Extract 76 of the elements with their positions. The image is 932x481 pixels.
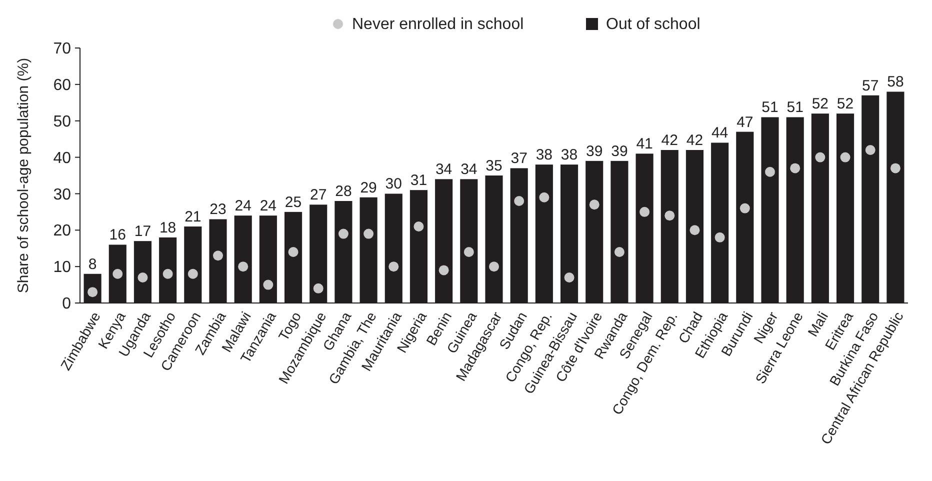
point	[414, 222, 424, 232]
data-label: 23	[210, 201, 226, 218]
data-label: 37	[510, 150, 528, 168]
point	[464, 247, 474, 257]
point	[840, 152, 850, 162]
y-tick-label: 70	[53, 40, 72, 58]
point	[238, 262, 248, 272]
y-tick-label: 50	[53, 113, 72, 130]
point	[890, 163, 900, 174]
data-label: 51	[762, 99, 778, 116]
point	[664, 210, 675, 221]
data-label: 18	[159, 219, 176, 236]
data-label: 42	[661, 132, 678, 149]
point	[539, 192, 550, 202]
data-label: 38	[560, 146, 578, 164]
y-tick-label: 20	[53, 222, 72, 240]
data-label: 25	[284, 194, 302, 211]
point	[865, 145, 876, 155]
y-tick-label: 60	[53, 77, 72, 94]
point	[288, 247, 298, 257]
point	[263, 280, 274, 290]
point	[690, 225, 700, 236]
y-tick-label: 30	[53, 186, 72, 204]
data-label: 28	[335, 183, 352, 200]
data-label: 57	[862, 77, 879, 94]
point	[213, 250, 223, 261]
legend-label: Out of school	[606, 16, 700, 33]
data-label: 39	[586, 142, 603, 160]
point	[489, 262, 499, 272]
data-label: 29	[360, 179, 377, 196]
point	[714, 232, 725, 242]
data-label: 30	[385, 176, 402, 193]
data-label: 31	[410, 172, 428, 190]
point	[138, 272, 148, 282]
data-label: 8	[88, 256, 97, 273]
data-label: 24	[234, 198, 252, 215]
y-axis-title: Share of school-age population (%)	[15, 58, 32, 294]
data-label: 51	[786, 99, 804, 116]
point	[313, 283, 324, 294]
point	[514, 196, 524, 206]
y-tick-label: 40	[53, 150, 72, 167]
data-label: 35	[486, 158, 502, 174]
data-label: 34	[460, 161, 478, 178]
point	[438, 265, 449, 276]
point	[338, 228, 348, 239]
point	[740, 203, 750, 214]
data-label: 52	[836, 96, 854, 113]
data-label: 27	[310, 186, 327, 204]
point	[162, 268, 173, 279]
data-label: 38	[536, 146, 553, 164]
data-label: 24	[260, 198, 277, 215]
y-tick-label: 10	[53, 259, 72, 276]
point	[765, 166, 775, 177]
data-label: 52	[812, 96, 829, 113]
data-label: 41	[636, 136, 653, 153]
data-label: 21	[184, 208, 202, 226]
data-label: 17	[134, 223, 152, 240]
data-label: 42	[686, 132, 704, 149]
legend-label: Never enrolled in school	[352, 16, 524, 33]
point	[388, 262, 399, 272]
point	[614, 247, 624, 257]
data-label: 39	[611, 142, 628, 160]
point	[790, 163, 800, 174]
data-label: 47	[736, 114, 754, 131]
point	[640, 206, 650, 217]
data-label: 44	[711, 124, 728, 142]
point	[564, 272, 574, 282]
point	[364, 228, 374, 239]
y-tick-label: 0	[62, 296, 72, 313]
data-label: 16	[109, 226, 126, 244]
data-label: 34	[435, 161, 452, 178]
point	[589, 200, 600, 210]
point	[815, 152, 826, 162]
data-label: 58	[887, 74, 904, 91]
point	[188, 268, 198, 279]
point	[112, 268, 123, 279]
